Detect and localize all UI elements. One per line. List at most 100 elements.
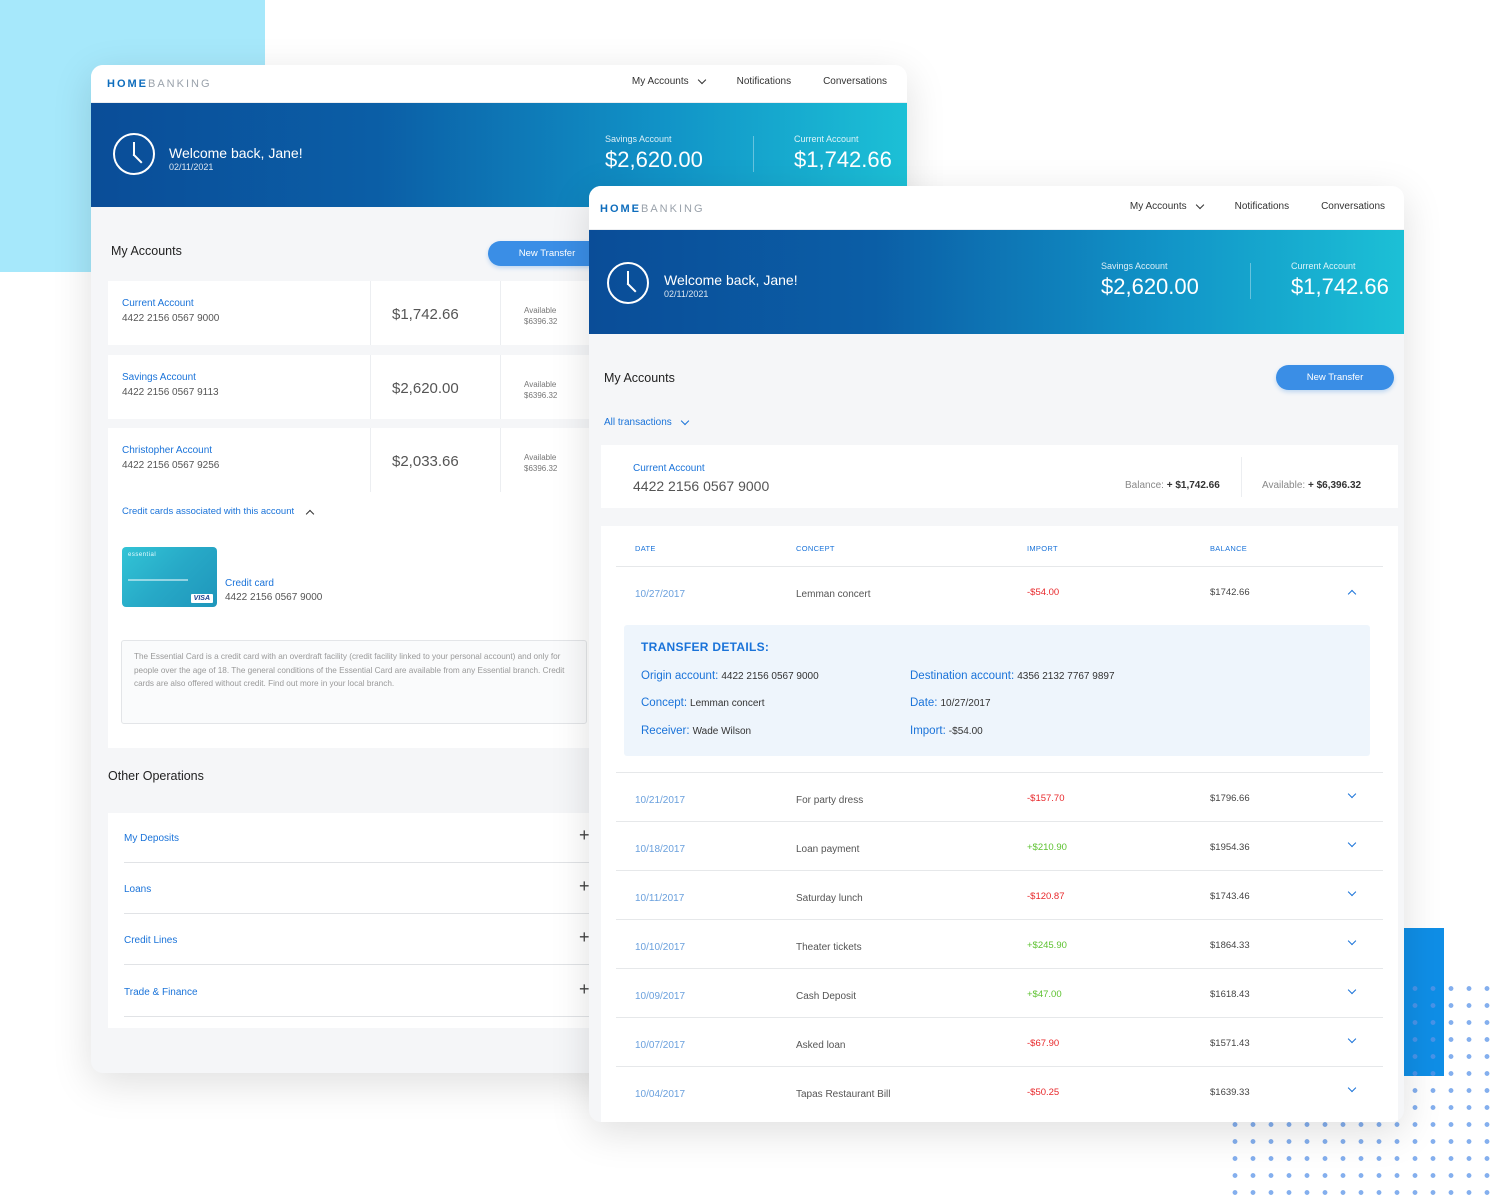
- detail-receiver: Receiver: Wade Wilson: [641, 725, 751, 737]
- table-row[interactable]: 10/18/2017 Loan payment +$210.90 $1954.3…: [616, 822, 1383, 871]
- row-import: +$210.90: [1027, 842, 1067, 853]
- current-summary-amount: $1,742.66: [1291, 274, 1389, 299]
- nav-my-accounts[interactable]: My Accounts: [631, 75, 706, 87]
- operation-label: Credit Lines: [124, 935, 178, 946]
- current-summary[interactable]: Current Account $1,742.66: [1291, 261, 1389, 300]
- table-row[interactable]: 10/10/2017 Theater tickets +$245.90 $186…: [616, 920, 1383, 969]
- chevron-down-icon: [697, 75, 706, 84]
- nav-my-accounts-label: My Accounts: [631, 76, 689, 87]
- table-row[interactable]: 10/04/2017 Tapas Restaurant Bill -$50.25…: [616, 1067, 1383, 1116]
- available-label: Available: [524, 306, 557, 315]
- plus-icon: +: [579, 927, 590, 947]
- detail-destination: Destination account: 4356 2132 7767 9897: [910, 670, 1115, 682]
- nav-notifications[interactable]: Notifications: [1234, 201, 1290, 212]
- credit-cards-toggle[interactable]: Credit cards associated with this accoun…: [122, 506, 315, 518]
- divider: [753, 136, 754, 172]
- clock-icon: [607, 262, 649, 304]
- credit-card-name[interactable]: Credit card: [225, 578, 274, 589]
- my-accounts-title: My Accounts: [604, 371, 675, 385]
- transactions-filter-label: All transactions: [604, 417, 672, 428]
- credit-cards-toggle-label: Credit cards associated with this accoun…: [122, 506, 295, 517]
- detail-concept-value: Lemman concert: [690, 698, 765, 709]
- row-import: -$67.90: [1027, 1038, 1060, 1049]
- other-operations-title: Other Operations: [108, 769, 204, 783]
- column-header-balance[interactable]: BALANCE: [1210, 544, 1248, 553]
- column-header-concept[interactable]: CONCEPT: [796, 544, 835, 553]
- detail-import-label: Import:: [910, 725, 946, 737]
- operation-label: Loans: [124, 884, 152, 895]
- operation-row[interactable]: My Deposits +: [124, 813, 907, 863]
- logo-banking: BANKING: [641, 203, 705, 215]
- credit-card-image[interactable]: essential VISA: [122, 547, 217, 607]
- my-accounts-title: My Accounts: [111, 244, 182, 258]
- account-name: Savings Account: [122, 372, 196, 383]
- chevron-down-icon[interactable]: [1347, 887, 1357, 897]
- nav-my-accounts[interactable]: My Accounts: [1129, 200, 1204, 212]
- logo-home: HOME: [600, 203, 641, 215]
- logo-home: HOME: [107, 78, 148, 90]
- row-concept: For party dress: [796, 795, 864, 806]
- card-stripe: [128, 579, 188, 581]
- current-summary-amount: $1,742.66: [794, 147, 892, 172]
- available-value: $6396.32: [524, 391, 558, 400]
- nav-my-accounts-label: My Accounts: [1129, 201, 1187, 212]
- detail-date-value: 10/27/2017: [940, 698, 991, 709]
- nav-notifications[interactable]: Notifications: [736, 76, 792, 87]
- divider: [500, 355, 501, 419]
- savings-summary[interactable]: Savings Account $2,620.00: [605, 134, 703, 173]
- chevron-down-icon[interactable]: [1347, 1034, 1357, 1044]
- logo[interactable]: HOMEBANKING: [600, 203, 705, 215]
- available-label: Available:: [1262, 480, 1306, 491]
- card-brand: essential: [128, 552, 157, 558]
- current-summary[interactable]: Current Account $1,742.66: [794, 134, 892, 173]
- detail-destination-value: 4356 2132 7767 9897: [1017, 671, 1115, 682]
- detail-origin-value: 4422 2156 0567 9000: [721, 671, 819, 682]
- main-nav: My Accounts Notifications Conversations: [1098, 200, 1385, 212]
- account-number: 4422 2156 0567 9256: [122, 460, 220, 471]
- row-balance: $1618.43: [1210, 989, 1250, 1000]
- operation-row[interactable]: Loans +: [124, 864, 907, 914]
- account-number: 4422 2156 0567 9000: [633, 478, 770, 494]
- column-header-import[interactable]: IMPORT: [1027, 544, 1058, 553]
- account-available: Available $6396.32: [524, 379, 557, 401]
- table-row[interactable]: 10/21/2017 For party dress -$157.70 $179…: [616, 773, 1383, 822]
- savings-summary-amount: $2,620.00: [605, 147, 703, 172]
- row-date: 10/11/2017: [635, 893, 685, 904]
- savings-summary-label: Savings Account: [1101, 261, 1168, 271]
- column-header-date[interactable]: DATE: [635, 544, 656, 553]
- available-value: + $6,396.32: [1307, 480, 1362, 491]
- new-transfer-button[interactable]: New Transfer: [488, 241, 606, 266]
- credit-card-number: 4422 2156 0567 9000: [225, 592, 323, 603]
- table-row-expanded[interactable]: 10/27/2017 Lemman concert -$54.00 $1742.…: [616, 567, 1383, 773]
- row-import: -$120.87: [1027, 891, 1065, 902]
- nav-conversations[interactable]: Conversations: [823, 76, 887, 87]
- detail-concept-label: Concept:: [641, 697, 688, 709]
- divider: [370, 281, 371, 345]
- row-date: 10/18/2017: [635, 844, 686, 855]
- chevron-up-icon[interactable]: [1347, 589, 1357, 599]
- operation-row[interactable]: Credit Lines +: [124, 915, 907, 965]
- welcome-text: Welcome back, Jane!: [664, 272, 798, 288]
- new-transfer-button[interactable]: New Transfer: [1276, 365, 1394, 390]
- row-date: 10/07/2017: [635, 1040, 686, 1051]
- detail-origin-label: Origin account:: [641, 670, 719, 682]
- row-concept: Lemman concert: [796, 589, 871, 600]
- logo[interactable]: HOMEBANKING: [107, 78, 212, 90]
- plus-icon: +: [579, 876, 590, 896]
- chevron-down-icon[interactable]: [1347, 1083, 1357, 1093]
- chevron-down-icon[interactable]: [1347, 936, 1357, 946]
- operation-row[interactable]: Trade & Finance +: [124, 967, 907, 1017]
- row-balance: $1954.36: [1210, 842, 1250, 853]
- chevron-down-icon: [1195, 200, 1204, 209]
- chevron-down-icon[interactable]: [1347, 838, 1357, 848]
- chevron-down-icon[interactable]: [1347, 985, 1357, 995]
- account-available: Available $6396.32: [524, 452, 557, 474]
- transactions-filter[interactable]: All transactions: [604, 416, 690, 428]
- row-import: -$50.25: [1027, 1087, 1060, 1098]
- nav-conversations[interactable]: Conversations: [1321, 201, 1385, 212]
- savings-summary[interactable]: Savings Account $2,620.00: [1101, 261, 1199, 300]
- table-row[interactable]: 10/11/2017 Saturday lunch -$120.87 $1743…: [616, 871, 1383, 920]
- chevron-down-icon[interactable]: [1347, 789, 1357, 799]
- table-row[interactable]: 10/09/2017 Cash Deposit +$47.00 $1618.43: [616, 969, 1383, 1018]
- table-row[interactable]: 10/07/2017 Asked loan -$67.90 $1571.43: [616, 1018, 1383, 1067]
